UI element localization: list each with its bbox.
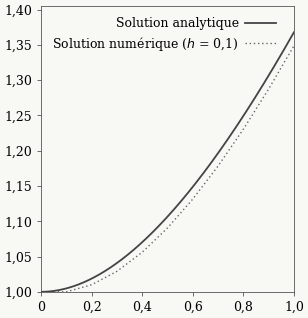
Legend: Solution analytique, Solution numérique ($h$ = 0,1): Solution analytique, Solution numérique … bbox=[47, 12, 281, 58]
